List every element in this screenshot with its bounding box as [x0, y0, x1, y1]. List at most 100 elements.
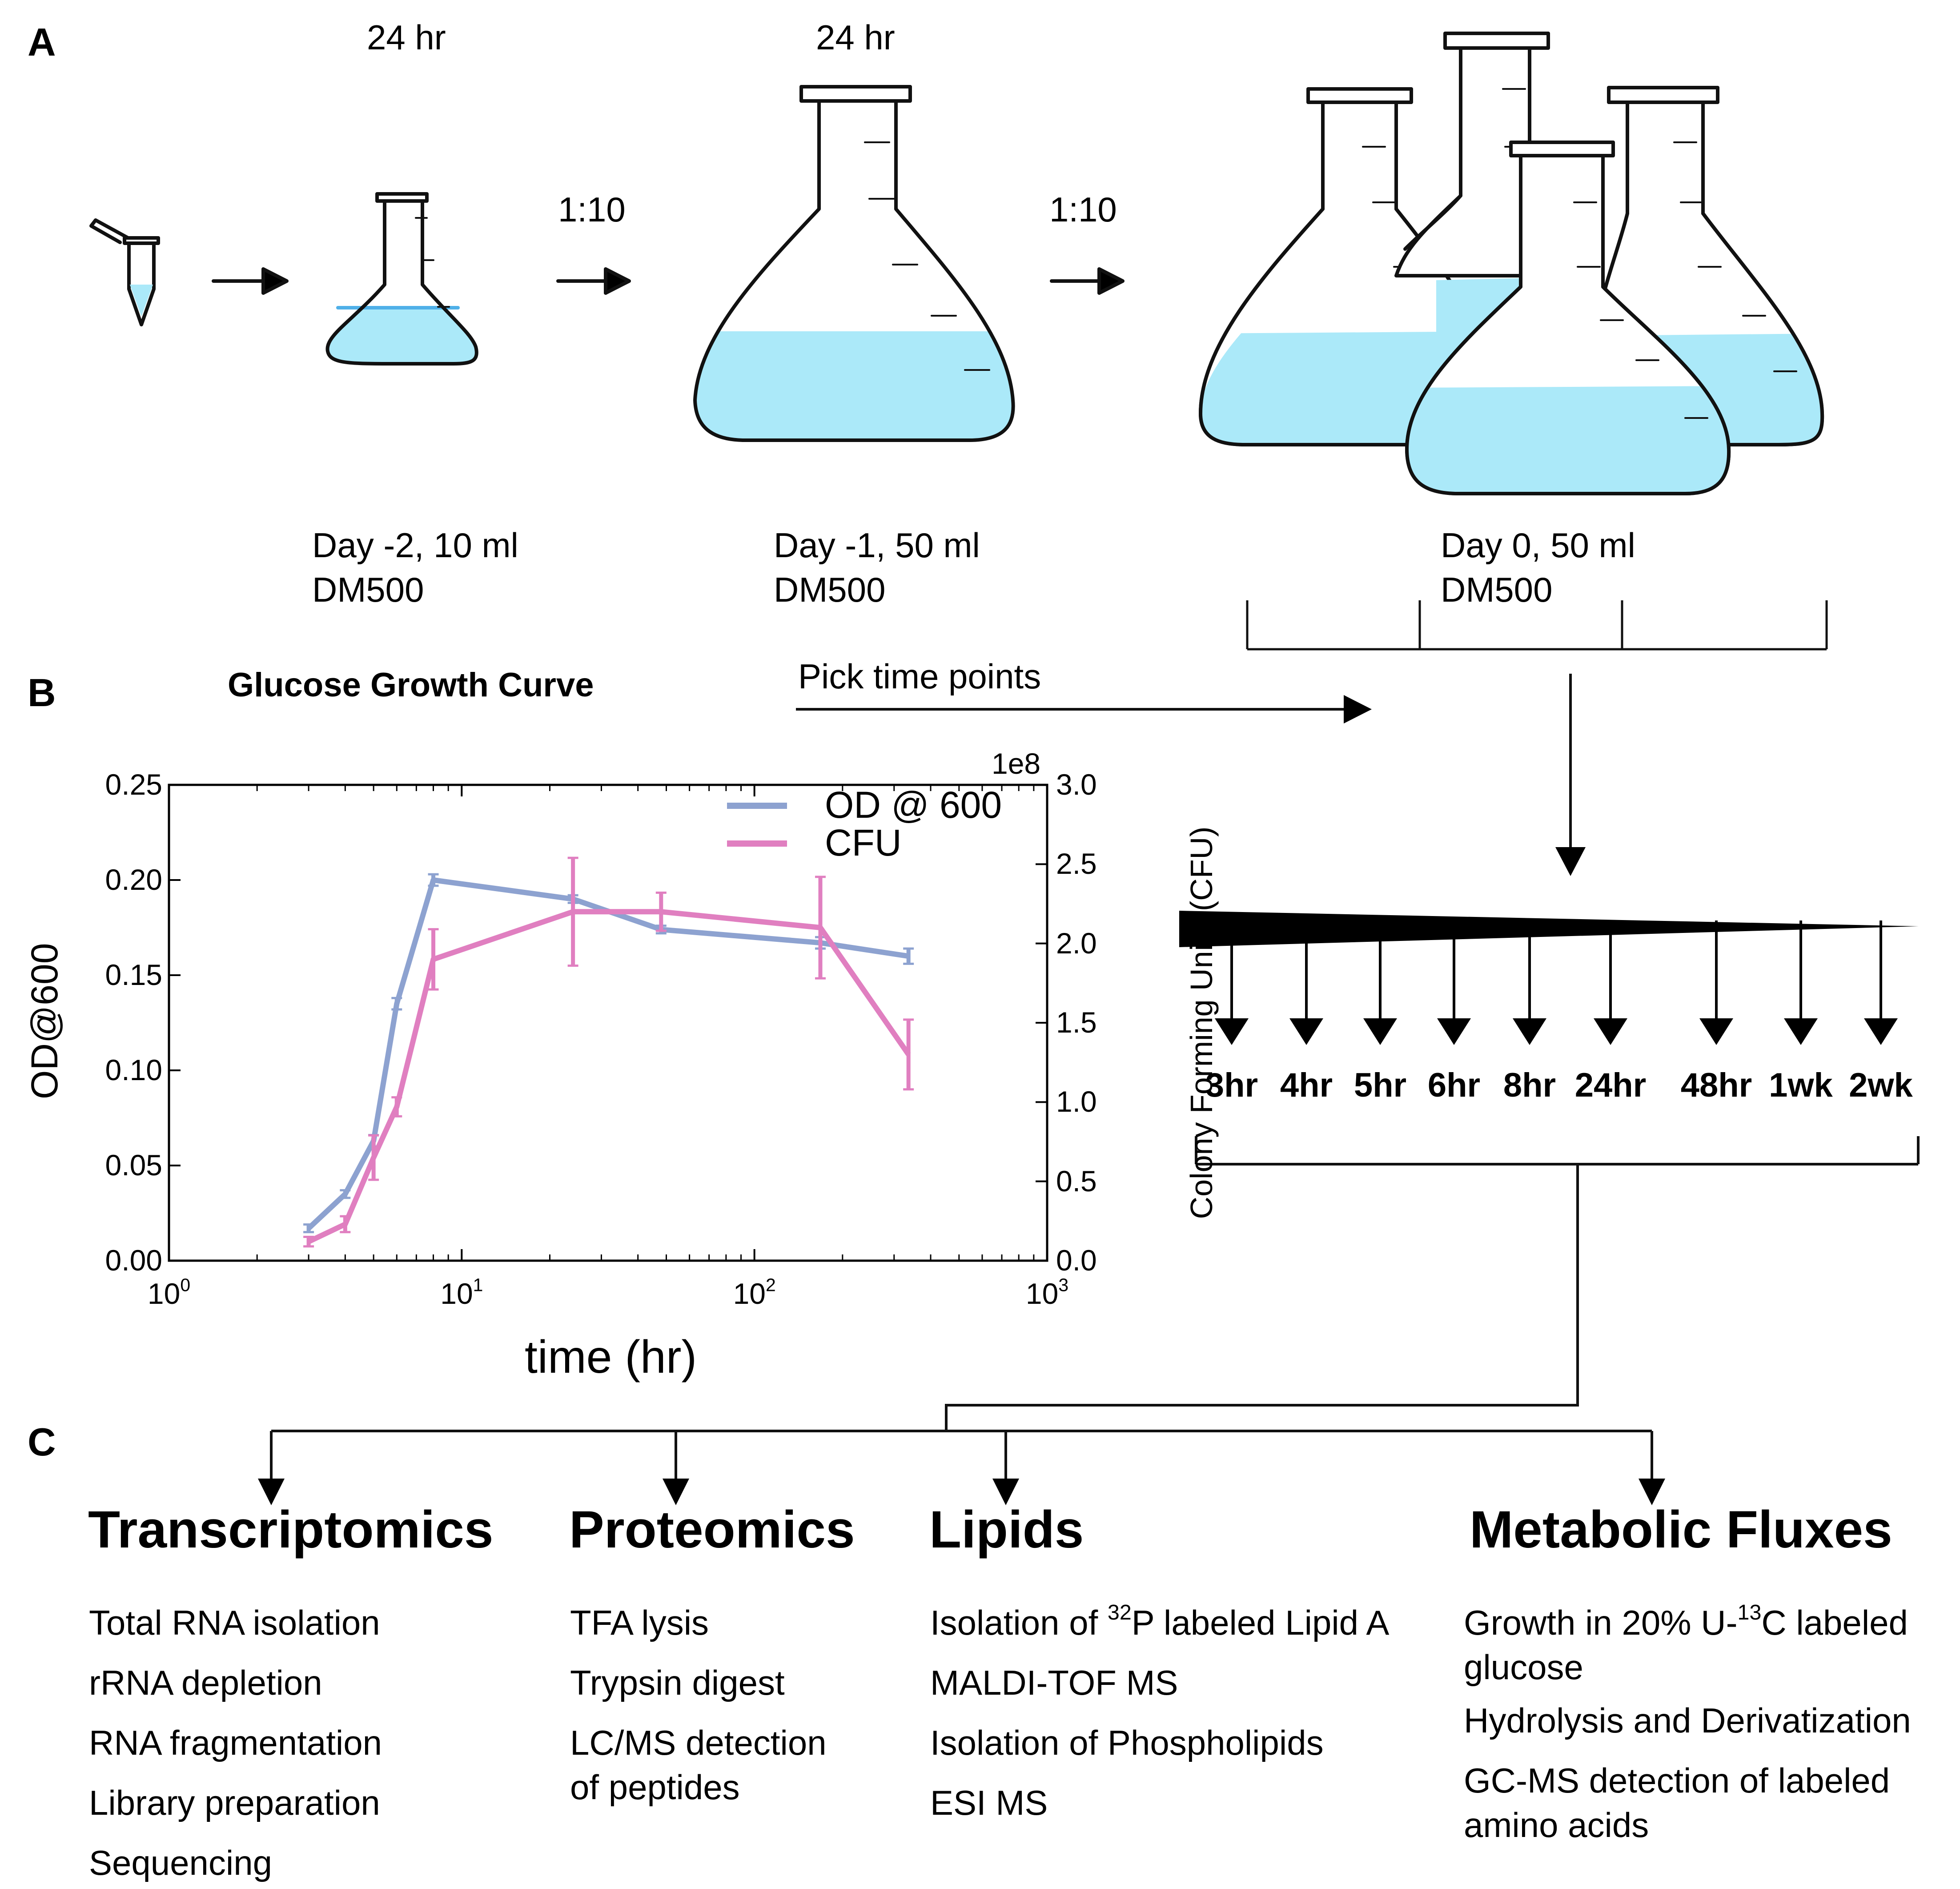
panel-label-b: B	[28, 671, 56, 715]
x-tick-base: 10	[733, 1277, 766, 1310]
time-point-label: 6hr	[1427, 1066, 1481, 1104]
time-point-label: 2wk	[1849, 1066, 1913, 1104]
pick-time-points-label: Pick time points	[798, 657, 1041, 696]
y2-tick-label: 3.0	[1056, 768, 1097, 801]
proteomics-step-3: LC/MS detection of peptides	[570, 1723, 827, 1807]
time-point-arrow-icon	[1594, 1018, 1627, 1045]
chart-title: Glucose Growth Curve	[228, 666, 594, 704]
flask1-label-line2: DM500	[312, 570, 424, 609]
x-axis-label: time (hr)	[525, 1331, 697, 1383]
bracket-down-arrow	[1555, 674, 1586, 876]
arrow-lipids-icon	[992, 1479, 1019, 1505]
time-point-arrow-icon	[1215, 1018, 1249, 1045]
fluxes-step-1-prefix: Growth in 20% U-	[1464, 1603, 1738, 1642]
arrow-proteomics-icon	[663, 1479, 689, 1505]
time-point-arrow-icon	[1513, 1018, 1546, 1045]
lipids-step-1: Isolation of 32P labeled Lipid A	[930, 1601, 1389, 1645]
time-point-arrow-icon	[1699, 1018, 1733, 1045]
series-line-od	[307, 877, 909, 1230]
eppendorf-tube-icon	[89, 218, 160, 326]
y2-tick-label: 0.0	[1056, 1244, 1097, 1277]
transcriptomics-step-3: RNA fragmentation	[89, 1723, 382, 1762]
transcriptomics-step-5: Sequencing	[89, 1843, 273, 1882]
plot-frame	[168, 784, 1048, 1262]
y2-multiplier: 1e8	[992, 747, 1041, 780]
proteomics-step-2: Trypsin digest	[570, 1663, 785, 1702]
x-tick-exponent: 2	[765, 1274, 776, 1295]
y2-tick-label: 2.5	[1056, 847, 1097, 880]
lipids-step-1-sup: 32	[1107, 1600, 1132, 1625]
lipids-step-3: Isolation of Phospholipids	[930, 1723, 1324, 1762]
arrow-transcriptomics-icon	[258, 1479, 285, 1505]
time-point-arrow-icon	[1437, 1018, 1471, 1045]
x-tick-exponent: 1	[473, 1274, 483, 1295]
column-title-lipids: Lipids	[929, 1500, 1084, 1559]
legend-label: CFU	[825, 822, 902, 864]
x-tick-label: 103	[1020, 1276, 1074, 1311]
column-title-transcriptomics: Transcriptomics	[88, 1500, 494, 1559]
flask3-label-line2: DM500	[1441, 570, 1553, 609]
flask2-label-line1: Day -1, 50 ml	[774, 526, 980, 565]
lipids-step-4: ESI MS	[930, 1783, 1048, 1822]
x-tick-label: 100	[142, 1276, 196, 1311]
x-tick-label: 101	[435, 1276, 488, 1311]
fluxes-step-1-sup: 13	[1737, 1600, 1762, 1625]
flask1-label-line1: Day -2, 10 ml	[312, 526, 518, 565]
transcriptomics-step-2: rRNA depletion	[89, 1663, 322, 1702]
flask2-label-line2: DM500	[774, 570, 886, 609]
arrow-fluxes-icon	[1639, 1479, 1665, 1505]
panel-label-c: C	[28, 1420, 56, 1464]
time-points-bracket	[945, 1136, 1920, 1431]
arrow-flask1-to-flask2	[556, 267, 631, 295]
column-title-fluxes: Metabolic Fluxes	[1470, 1500, 1892, 1559]
dilution-1: 1:10	[558, 190, 626, 229]
y-tick-label: 0.25	[105, 768, 162, 801]
x-tick-base: 10	[147, 1277, 181, 1310]
lipids-step-1-rest: P labeled Lipid A	[1131, 1603, 1390, 1642]
lipids-step-2: MALDI-TOF MS	[930, 1663, 1178, 1702]
time-point-arrow-icon	[1864, 1018, 1898, 1045]
fluxes-step-2: Hydrolysis and Derivatization	[1464, 1701, 1911, 1740]
transcriptomics-step-4: Library preparation	[89, 1783, 380, 1822]
time-point-arrow-icon	[1289, 1018, 1323, 1045]
time-point-label: 5hr	[1354, 1066, 1407, 1104]
x-tick-base: 10	[1025, 1277, 1059, 1310]
panel-label-a: A	[28, 20, 56, 64]
time-point-label: 4hr	[1280, 1066, 1333, 1104]
time-point-arrow-icon	[1784, 1018, 1818, 1045]
y-tick-label: 0.20	[105, 863, 162, 896]
y2-tick-label: 1.0	[1056, 1085, 1097, 1118]
chart-legend	[727, 803, 787, 847]
time-point-label: 1wk	[1769, 1066, 1833, 1104]
proteomics-step-1: TFA lysis	[570, 1603, 709, 1642]
panel-c-tree	[270, 1430, 1653, 1481]
y-tick-label: 0.10	[105, 1053, 162, 1086]
y-axis-label: OD@600	[24, 943, 65, 1099]
fluxes-step-3: GC-MS detection of labeled amino acids	[1464, 1761, 1890, 1845]
flask-medium-icon	[693, 85, 1015, 442]
time-point-arrow-icon	[1363, 1018, 1397, 1045]
chart-ticks	[168, 784, 1048, 1262]
column-title-proteomics: Proteomics	[569, 1500, 855, 1559]
legend-label: OD @ 600	[825, 784, 1002, 826]
arrow-flask2-to-flask3	[1050, 267, 1125, 295]
pick-time-points-arrow	[796, 695, 1372, 723]
x-tick-exponent: 0	[180, 1274, 191, 1295]
transcriptomics-step-1: Total RNA isolation	[89, 1603, 380, 1642]
time-point-arrows	[1215, 920, 1898, 1045]
y2-tick-label: 2.0	[1056, 926, 1097, 960]
flask-small-icon	[325, 192, 478, 366]
y-tick-label: 0.00	[105, 1244, 162, 1277]
time-wedge-icon	[1179, 911, 1919, 947]
time-point-label: 48hr	[1680, 1066, 1752, 1104]
step2-time: 24 hr	[816, 18, 895, 57]
y2-tick-label: 0.5	[1056, 1164, 1097, 1198]
y2-axis-label: Colony Forming Units (CFU)	[1184, 826, 1219, 1219]
chart-series	[303, 856, 914, 1248]
flask3-label-line1: Day 0, 50 ml	[1441, 526, 1635, 565]
time-point-label: 24hr	[1574, 1066, 1647, 1104]
arrow-tube-to-flask1	[212, 267, 289, 295]
y2-tick-label: 1.5	[1056, 1006, 1097, 1039]
panel-a-bracket	[1246, 600, 1828, 651]
